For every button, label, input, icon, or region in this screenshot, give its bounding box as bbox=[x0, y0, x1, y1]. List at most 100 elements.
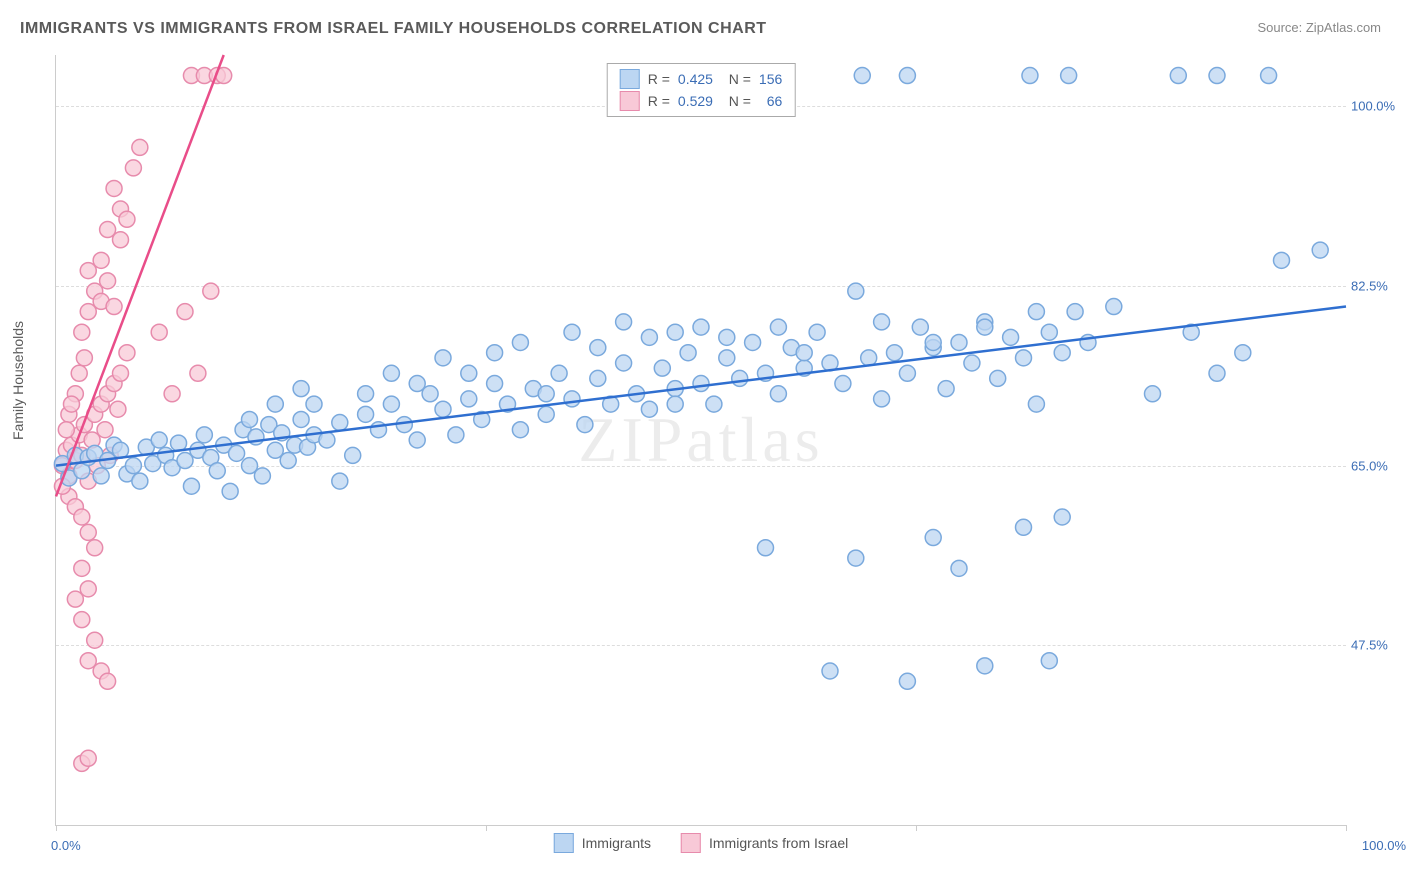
legend-swatch-pink bbox=[620, 91, 640, 111]
data-point bbox=[409, 432, 425, 448]
data-point bbox=[551, 365, 567, 381]
data-point bbox=[87, 540, 103, 556]
data-point bbox=[854, 68, 870, 84]
legend-label-0: Immigrants bbox=[582, 835, 651, 851]
data-point bbox=[874, 314, 890, 330]
data-point bbox=[899, 68, 915, 84]
x-tick-label-max: 100.0% bbox=[1362, 838, 1406, 853]
data-point bbox=[848, 550, 864, 566]
data-point bbox=[80, 750, 96, 766]
data-point bbox=[590, 370, 606, 386]
data-point bbox=[435, 350, 451, 366]
data-point bbox=[1209, 365, 1225, 381]
data-point bbox=[71, 365, 87, 381]
data-point bbox=[874, 391, 890, 407]
data-point bbox=[1209, 68, 1225, 84]
legend-n-label: N = bbox=[721, 90, 751, 112]
x-tick-label-min: 0.0% bbox=[51, 838, 81, 853]
legend-r-value-0: 0.425 bbox=[678, 68, 713, 90]
data-point bbox=[706, 396, 722, 412]
data-point bbox=[719, 329, 735, 345]
data-point bbox=[951, 334, 967, 350]
data-point bbox=[1145, 386, 1161, 402]
legend-series: Immigrants Immigrants from Israel bbox=[554, 833, 848, 853]
data-point bbox=[1016, 350, 1032, 366]
y-tick-label: 100.0% bbox=[1351, 99, 1406, 114]
data-point bbox=[409, 376, 425, 392]
data-point bbox=[80, 524, 96, 540]
data-point bbox=[1054, 509, 1070, 525]
data-point bbox=[119, 345, 135, 361]
data-point bbox=[719, 350, 735, 366]
data-point bbox=[113, 365, 129, 381]
data-point bbox=[616, 355, 632, 371]
data-point bbox=[693, 319, 709, 335]
data-point bbox=[97, 422, 113, 438]
y-tick-label: 47.5% bbox=[1351, 638, 1406, 653]
data-point bbox=[577, 417, 593, 433]
data-point bbox=[100, 673, 116, 689]
data-point bbox=[229, 445, 245, 461]
data-point bbox=[487, 345, 503, 361]
data-point bbox=[835, 376, 851, 392]
data-point bbox=[887, 345, 903, 361]
legend-label-1: Immigrants from Israel bbox=[709, 835, 848, 851]
data-point bbox=[435, 401, 451, 417]
x-tick bbox=[56, 825, 57, 831]
data-point bbox=[938, 381, 954, 397]
data-point bbox=[899, 673, 915, 689]
legend-swatch-pink bbox=[681, 833, 701, 853]
data-point bbox=[1261, 68, 1277, 84]
y-tick-label: 82.5% bbox=[1351, 279, 1406, 294]
data-point bbox=[63, 396, 79, 412]
data-point bbox=[680, 345, 696, 361]
data-point bbox=[1003, 329, 1019, 345]
data-point bbox=[332, 415, 348, 431]
data-point bbox=[1170, 68, 1186, 84]
data-point bbox=[190, 365, 206, 381]
data-point bbox=[345, 447, 361, 463]
y-tick-label: 65.0% bbox=[1351, 458, 1406, 473]
data-point bbox=[1054, 345, 1070, 361]
data-point bbox=[1041, 324, 1057, 340]
legend-correlation: R = 0.425 N = 156 R = 0.529 N = 66 bbox=[607, 63, 796, 117]
data-point bbox=[564, 324, 580, 340]
data-point bbox=[990, 370, 1006, 386]
data-point bbox=[383, 365, 399, 381]
data-point bbox=[641, 329, 657, 345]
source-label: Source: ZipAtlas.com bbox=[1257, 20, 1381, 35]
data-point bbox=[770, 386, 786, 402]
data-point bbox=[58, 422, 74, 438]
legend-swatch-blue bbox=[554, 833, 574, 853]
data-point bbox=[125, 160, 141, 176]
data-point bbox=[1106, 299, 1122, 315]
legend-r-label: R = bbox=[648, 68, 670, 90]
data-point bbox=[203, 283, 219, 299]
data-point bbox=[132, 473, 148, 489]
data-point bbox=[222, 483, 238, 499]
legend-r-value-1: 0.529 bbox=[678, 90, 713, 112]
data-point bbox=[925, 530, 941, 546]
data-point bbox=[1041, 653, 1057, 669]
data-point bbox=[667, 396, 683, 412]
y-axis-label: Family Households bbox=[10, 321, 26, 440]
data-point bbox=[183, 478, 199, 494]
data-point bbox=[693, 376, 709, 392]
data-point bbox=[654, 360, 670, 376]
scatter-svg bbox=[56, 55, 1346, 825]
data-point bbox=[110, 401, 126, 417]
data-point bbox=[93, 468, 109, 484]
legend-row-immigrants: R = 0.425 N = 156 bbox=[620, 68, 783, 90]
data-point bbox=[74, 324, 90, 340]
data-point bbox=[76, 350, 92, 366]
data-point bbox=[67, 591, 83, 607]
data-point bbox=[209, 463, 225, 479]
data-point bbox=[242, 411, 258, 427]
data-point bbox=[74, 509, 90, 525]
data-point bbox=[113, 232, 129, 248]
data-point bbox=[512, 422, 528, 438]
data-point bbox=[332, 473, 348, 489]
data-point bbox=[1022, 68, 1038, 84]
data-point bbox=[809, 324, 825, 340]
data-point bbox=[383, 396, 399, 412]
